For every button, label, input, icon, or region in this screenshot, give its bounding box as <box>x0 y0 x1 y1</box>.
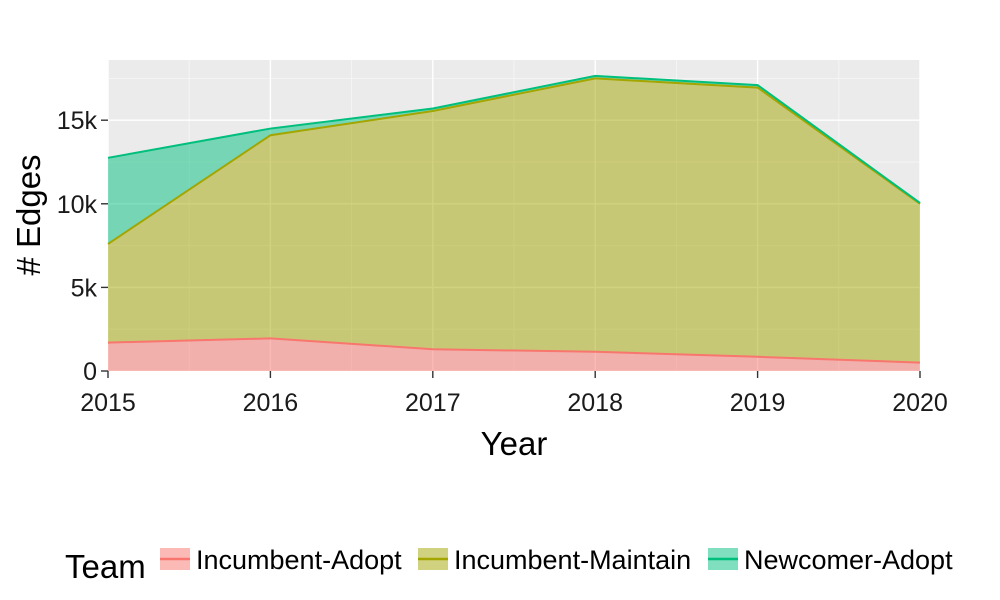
y-tick-label: 10k <box>57 191 98 219</box>
x-tick-label: 2015 <box>80 389 136 417</box>
line-incumbent-maintain <box>107 77 921 245</box>
y-tick-label: 15k <box>57 107 98 135</box>
area-incumbent-maintain <box>108 78 920 363</box>
x-axis: 2015 2016 2017 2018 2019 2020 <box>80 371 948 417</box>
legend-title: Team <box>65 548 146 585</box>
x-tick-label: 2018 <box>567 389 623 417</box>
y-tick-label: 5k <box>71 274 98 302</box>
x-tick-label: 2019 <box>730 389 786 417</box>
y-tick-label: 0 <box>83 358 97 386</box>
y-axis-title: # Edges <box>10 154 47 275</box>
area-lines <box>107 74 921 364</box>
legend-label-newcomer-adopt: Newcomer-Adopt <box>744 545 953 575</box>
legend-label-incumbent-adopt: Incumbent-Adopt <box>196 545 402 575</box>
line-incumbent-adopt <box>107 337 921 364</box>
legend: Team Incumbent-Adopt Incumbent-Maintain Ne… <box>65 545 953 585</box>
legend-label-incumbent-maintain: Incumbent-Maintain <box>454 545 691 575</box>
y-axis: 0 5k 10k 15k <box>57 107 108 386</box>
x-axis-title: Year <box>481 425 548 462</box>
x-tick-label: 2016 <box>243 389 299 417</box>
area-layers <box>108 75 920 371</box>
line-newcomer-adopt <box>107 74 921 204</box>
x-tick-label: 2017 <box>405 389 461 417</box>
x-tick-label: 2020 <box>892 389 948 417</box>
area-incumbent-adopt <box>108 338 920 371</box>
